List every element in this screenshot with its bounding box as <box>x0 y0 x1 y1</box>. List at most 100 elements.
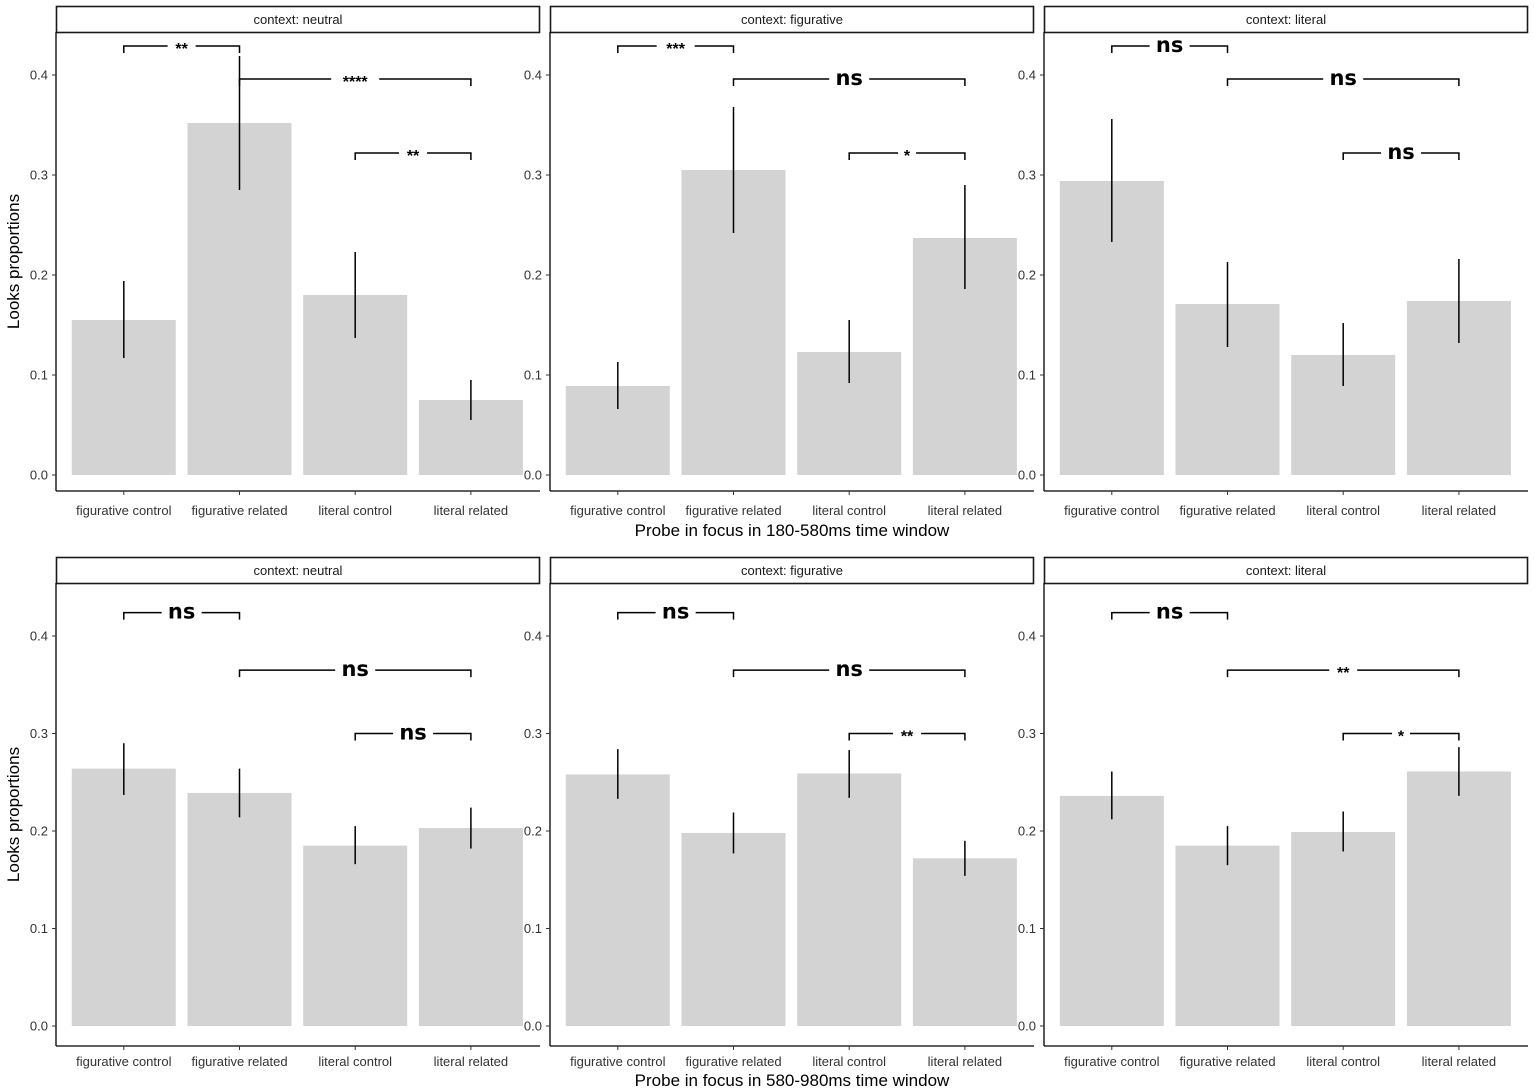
significance-label: ns <box>1329 66 1356 90</box>
significance-bracket: ns <box>354 721 472 745</box>
bracket-right <box>694 45 735 53</box>
bracket-left <box>1111 611 1150 620</box>
x-tick-label: literal control <box>812 1054 886 1069</box>
y-tick-label: 0.1 <box>1018 368 1036 383</box>
y-tick-label: 0.4 <box>524 629 542 644</box>
bracket-right <box>916 152 966 160</box>
significance-label: ns <box>399 721 426 745</box>
significance-bracket: ns <box>1342 140 1460 164</box>
significance-bracket: ** <box>354 148 472 165</box>
x-tick-label: figurative related <box>685 503 781 518</box>
y-tick-label: 0.4 <box>524 68 542 83</box>
significance-label: ns <box>168 600 195 624</box>
bracket-right <box>921 732 966 741</box>
bracket-left <box>123 611 162 620</box>
x-tick-label: figurative control <box>76 1054 171 1069</box>
y-tick-label: 0.0 <box>1018 1019 1036 1034</box>
significance-label: ** <box>901 729 914 746</box>
significance-bracket: ns <box>123 600 241 624</box>
bracket-right <box>1189 611 1229 620</box>
y-tick-label: 0.4 <box>1018 629 1036 644</box>
x-tick-label: figurative related <box>191 503 287 518</box>
bar-literal-related <box>418 828 523 1026</box>
y-tick-label: 0.0 <box>1018 468 1036 483</box>
bar-figurative-control <box>71 768 176 1026</box>
y-tick-label: 0.1 <box>524 921 542 936</box>
bracket-right <box>379 78 472 86</box>
y-tick-label: 0.3 <box>30 726 48 741</box>
y-tick-label: 0.0 <box>524 468 542 483</box>
y-tick-label: 0.4 <box>30 68 48 83</box>
y-tick-label: 0.0 <box>30 468 48 483</box>
bar-literal-control <box>303 845 408 1026</box>
bracket-left <box>1342 732 1393 741</box>
y-tick-label: 0.2 <box>1018 268 1036 283</box>
x-tick-label: figurative control <box>1064 503 1159 518</box>
significance-label: ns <box>1156 600 1183 624</box>
bracket-right <box>1421 152 1460 160</box>
y-tick-label: 0.2 <box>524 268 542 283</box>
x-tick-label: figurative related <box>1179 1054 1275 1069</box>
significance-label: ns <box>1156 33 1183 57</box>
significance-label: ** <box>175 41 188 58</box>
y-tick-label: 0.3 <box>524 168 542 183</box>
y-tick-label: 0.1 <box>30 368 48 383</box>
facet-label: context: figurative <box>741 563 843 578</box>
significance-bracket: ns <box>732 66 966 90</box>
significance-label: ** <box>407 148 420 165</box>
y-tick-label: 0.2 <box>524 824 542 839</box>
x-axis-title-bottom: Probe in focus in 580-980ms time window <box>635 1071 950 1090</box>
x-tick-label: literal related <box>1422 1054 1496 1069</box>
bracket-right <box>1357 669 1460 678</box>
significance-label: * <box>1398 729 1405 746</box>
bracket-left <box>1226 78 1324 86</box>
bracket-left <box>848 152 899 160</box>
y-tick-label: 0.1 <box>524 368 542 383</box>
x-tick-label: figurative control <box>76 503 171 518</box>
x-tick-label: literal control <box>812 503 886 518</box>
bar-literal-related <box>912 858 1017 1026</box>
bracket-left <box>1342 152 1382 160</box>
x-tick-label: figurative related <box>685 1054 781 1069</box>
y-tick-label: 0.3 <box>524 726 542 741</box>
bar-literal-control <box>1291 831 1396 1026</box>
significance-bracket: ns <box>1111 600 1229 624</box>
panel-bottom-3: context: literal 0.0 0.1 0.2 0.3 0.4 figurativ… <box>1018 556 1529 1069</box>
x-tick-label: figurative control <box>570 503 665 518</box>
significance-label: **** <box>343 74 369 91</box>
y-tick-label: 0.4 <box>1018 68 1036 83</box>
y-tick-label: 0.1 <box>30 921 48 936</box>
significance-label: ** <box>1337 665 1350 682</box>
significance-bracket: * <box>1342 729 1460 746</box>
significance-bracket: **** <box>238 74 472 91</box>
x-axis-title-top: Probe in focus in 180-580ms time window <box>635 521 950 540</box>
y-tick-label: 0.3 <box>1018 726 1036 741</box>
facet-strip <box>549 556 1035 585</box>
bracket-left <box>617 611 656 620</box>
bracket-left <box>848 732 894 741</box>
y-tick-label: 0.0 <box>30 1019 48 1034</box>
bar-literal-related <box>1406 771 1511 1026</box>
y-tick-label: 0.0 <box>524 1019 542 1034</box>
facet-strip <box>1043 556 1529 585</box>
bracket-left <box>1226 669 1330 678</box>
significance-bracket: ns <box>238 657 472 681</box>
panel-top-3: context: literal 0.0 0.1 0.2 0.3 0.4 figurativ… <box>1018 5 1529 518</box>
bracket-left <box>1111 45 1150 53</box>
panel-top-2: context: figurative 0.0 0.1 0.2 0.3 0.4 figura… <box>524 5 1035 518</box>
bar-figurative-related <box>1175 845 1280 1026</box>
significance-label: ns <box>341 657 368 681</box>
significance-bracket: ns <box>617 600 735 624</box>
bracket-left <box>732 669 830 678</box>
bracket-right <box>433 732 472 741</box>
significance-label: ns <box>835 66 862 90</box>
facet-label: context: neutral <box>254 563 343 578</box>
bracket-left <box>617 45 657 53</box>
significance-bracket: ** <box>1226 665 1460 682</box>
significance-bracket: ** <box>123 41 241 58</box>
y-axis-title-top: Looks proportions <box>4 194 23 329</box>
bar-literal-control <box>797 773 902 1026</box>
bracket-left <box>238 669 336 678</box>
x-tick-label: literal control <box>318 503 392 518</box>
x-tick-label: figurative related <box>191 1054 287 1069</box>
